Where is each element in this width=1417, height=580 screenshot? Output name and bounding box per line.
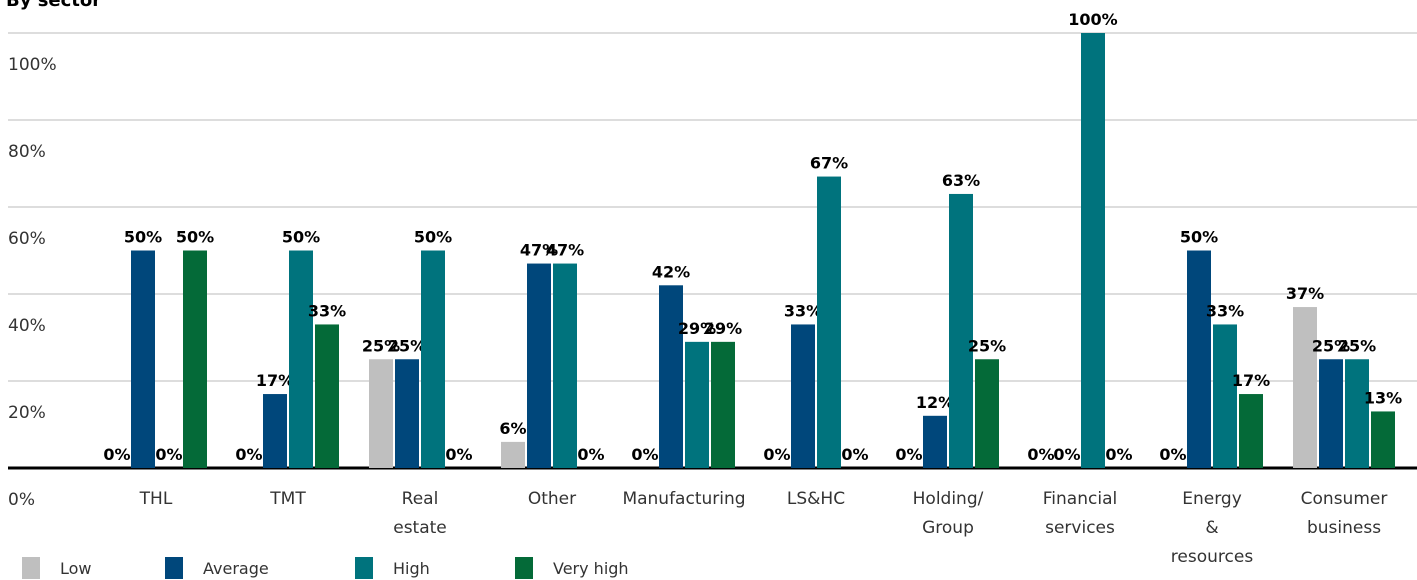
value-label: 50% [414,228,452,247]
value-label: 0% [895,445,922,464]
chart-title: By sector [6,0,101,11]
value-label: 50% [124,228,162,247]
value-label: 50% [176,228,214,247]
bar [1081,33,1105,468]
value-label: 0% [103,445,130,464]
x-tick-label: Real estate [393,489,447,538]
value-label: 29% [678,319,716,338]
bar [1239,394,1263,468]
x-tick-label: LS&HC [787,489,845,509]
bar [527,263,551,468]
value-label: 0% [1053,445,1080,464]
x-tick-label: Consumer business [1301,489,1388,538]
value-label: 13% [1364,388,1402,407]
bar [131,250,155,468]
value-label: 67% [810,154,848,173]
bar [501,441,525,468]
value-label: 0% [841,445,868,464]
bar [1293,307,1317,468]
value-label: 100% [1068,10,1117,29]
bar [1345,359,1369,468]
bar [949,193,973,468]
y-tick-label: 80% [8,142,46,162]
legend-swatch [165,557,183,579]
x-tick-label: TMT [269,489,306,509]
y-tick-label: 0% [8,490,35,510]
value-label: 0% [1027,445,1054,464]
value-label: 25% [362,336,400,355]
legend-label: Low [60,559,92,578]
value-label: 0% [631,445,658,464]
x-tick-label: Manufacturing [622,489,745,509]
bar [975,359,999,468]
bar [1187,250,1211,468]
bar [421,250,445,468]
value-label: 50% [1180,228,1218,247]
x-tick-label: Other [528,489,576,509]
value-label: 50% [282,228,320,247]
value-label: 29% [704,319,742,338]
bar [1319,359,1343,468]
value-label: 25% [1312,336,1350,355]
bar [395,359,419,468]
value-label: 17% [1232,371,1270,390]
legend-label: Average [203,559,269,578]
x-tick-label: THL [139,489,173,509]
bar [685,341,709,468]
value-label: 0% [155,445,182,464]
value-label: 42% [652,262,690,281]
bar [553,263,577,468]
legend-swatch [22,557,40,579]
value-label: 0% [1159,445,1186,464]
legend-label: High [393,559,430,578]
legend-swatch [355,557,373,579]
y-tick-label: 100% [8,55,57,75]
value-label: 0% [235,445,262,464]
y-tick-label: 60% [8,229,46,249]
bar [791,324,815,468]
value-label: 37% [1286,284,1324,303]
value-label: 33% [1206,301,1244,320]
value-label: 25% [388,336,426,355]
value-label: 33% [308,301,346,320]
bar [659,285,683,468]
x-tick-label: Energy & resources [1171,489,1254,567]
bar [263,394,287,468]
bar [817,176,841,469]
bar [183,250,207,468]
value-label: 6% [499,419,526,438]
value-label: 0% [577,445,604,464]
legend-label: Very high [553,559,629,578]
bar [711,341,735,468]
value-label: 47% [546,241,584,260]
value-label: 47% [520,241,558,260]
bar [315,324,339,468]
value-label: 17% [256,371,294,390]
value-label: 0% [1105,445,1132,464]
bar [369,359,393,468]
x-tick-label: Holding/Group [913,489,984,538]
bar [1371,411,1395,468]
bar [1213,324,1237,468]
value-label: 63% [942,171,980,190]
value-label: 25% [1338,336,1376,355]
legend-swatch [515,557,533,579]
x-tick-label: Financial services [1043,489,1117,538]
value-label: 25% [968,336,1006,355]
value-label: 0% [445,445,472,464]
value-label: 33% [784,301,822,320]
value-label: 12% [916,393,954,412]
bar [923,415,947,468]
value-label: 0% [763,445,790,464]
y-tick-label: 20% [8,403,46,423]
bar [289,250,313,468]
y-tick-label: 40% [8,316,46,336]
